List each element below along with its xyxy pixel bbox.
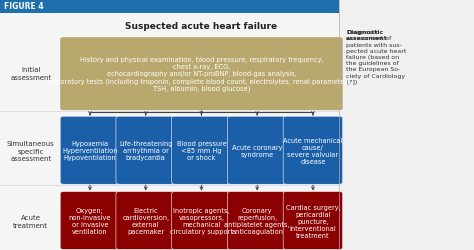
Text: Coronary
reperfusion,
antiplatelet agents,
anticoagulation: Coronary reperfusion, antiplatelet agent… (225, 207, 290, 234)
FancyBboxPatch shape (60, 117, 120, 184)
Text: Suspected acute heart failure: Suspected acute heart failure (126, 22, 277, 31)
FancyBboxPatch shape (172, 117, 231, 184)
Text: History and physical examination, blood pressure, respiratory frequency,
chest x: History and physical examination, blood … (50, 57, 353, 92)
FancyBboxPatch shape (60, 192, 120, 250)
Text: Acute
treatment: Acute treatment (13, 214, 48, 228)
Text: Initial
assessment: Initial assessment (10, 67, 52, 80)
FancyBboxPatch shape (116, 192, 175, 250)
Text: FIGURE 4: FIGURE 4 (4, 2, 44, 11)
FancyBboxPatch shape (0, 0, 339, 14)
FancyBboxPatch shape (60, 38, 343, 111)
Text: Oxygen;
non-invasive
or invasive
ventilation: Oxygen; non-invasive or invasive ventila… (69, 207, 111, 234)
Text: Inotropic agents,
vasopressors,
mechanical
circulatory support: Inotropic agents, vasopressors, mechanic… (170, 207, 233, 234)
FancyBboxPatch shape (116, 117, 175, 184)
Text: Life-threatening
arrhythmia or
bradycardia: Life-threatening arrhythmia or bradycard… (119, 141, 173, 161)
FancyBboxPatch shape (172, 192, 231, 250)
Text: Acute mechanical
cause/
severe valvular
disease: Acute mechanical cause/ severe valvular … (283, 137, 343, 164)
Text: Cardiac surgery,
pericardial
puncture,
interventional
treatment: Cardiac surgery, pericardial puncture, i… (286, 204, 340, 238)
FancyBboxPatch shape (283, 192, 343, 250)
Text: Hypoxemia
Hyperventilation
Hypoventilation: Hypoxemia Hyperventilation Hypoventilati… (62, 141, 118, 161)
Text: Simultaneous
specific
assessment: Simultaneous specific assessment (7, 141, 55, 162)
Text: Acute coronary
syndrome: Acute coronary syndrome (232, 144, 283, 157)
FancyBboxPatch shape (283, 117, 343, 184)
FancyBboxPatch shape (228, 117, 287, 184)
FancyBboxPatch shape (341, 0, 474, 250)
Text: Blood pressure
<85 mm Hg
or shock: Blood pressure <85 mm Hg or shock (176, 141, 227, 161)
FancyBboxPatch shape (228, 192, 287, 250)
Text: Diagnostic
assessment of
patients with sus-
pected acute heart
failure (based on: Diagnostic assessment of patients with s… (346, 30, 406, 84)
Text: Diagnostic
assessment: Diagnostic assessment (346, 30, 388, 41)
Text: Electric
cardioversion,
external
pacemaker: Electric cardioversion, external pacemak… (122, 207, 169, 234)
